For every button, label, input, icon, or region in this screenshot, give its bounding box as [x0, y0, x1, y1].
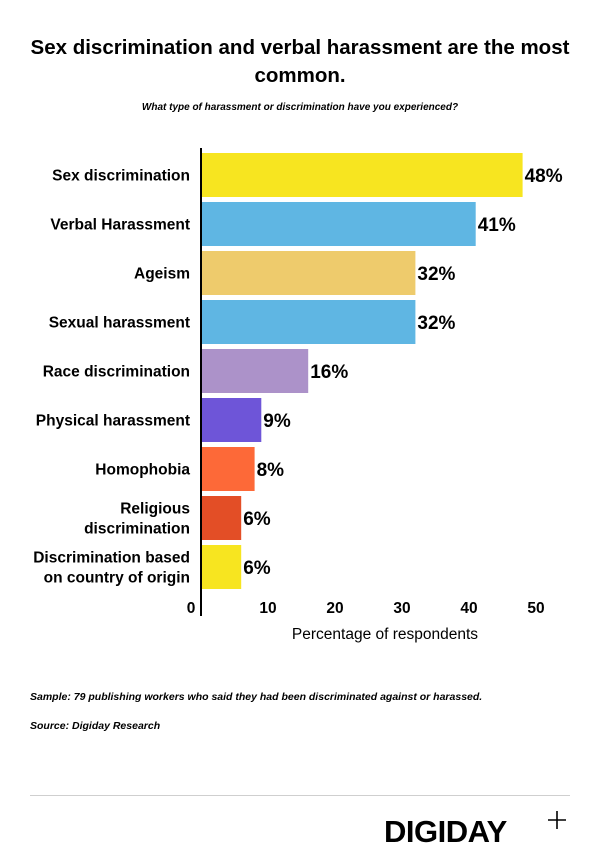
category-label: Homophobia [95, 462, 190, 479]
x-tick-label: 30 [393, 600, 410, 617]
x-tick-label: 50 [527, 600, 544, 617]
category-label: Religious discrimination [84, 501, 190, 538]
category-label: Race discrimination [43, 364, 190, 381]
data-label: 32% [417, 264, 455, 285]
logo-text: DIGIDAY [384, 814, 507, 849]
bar [201, 349, 309, 393]
bar [201, 447, 255, 491]
bar [201, 398, 262, 442]
footer-divider [30, 795, 570, 796]
bar [201, 153, 523, 197]
bar [201, 202, 476, 246]
x-tick-label: 0 [187, 600, 196, 617]
plus-icon [548, 811, 566, 829]
x-tick-label: 20 [326, 600, 343, 617]
bar-chart: 48% Sex discrimination 41% Verbal Harassmen… [33, 148, 563, 643]
category-label: Ageism [134, 266, 190, 283]
source-note: Source: Digiday Research [30, 720, 161, 732]
bar [201, 545, 242, 589]
data-label: 16% [310, 362, 348, 383]
category-label: Physical harassment [36, 413, 190, 430]
category-label: Verbal Harassment [50, 217, 190, 234]
category-label: Sexual harassment [49, 315, 190, 332]
x-tick-label: 10 [259, 600, 276, 617]
data-label: 6% [243, 558, 271, 579]
bar [201, 251, 416, 295]
bar [201, 496, 242, 540]
sample-note: Sample: 79 publishing workers who said t… [30, 691, 483, 703]
data-label: 41% [478, 215, 516, 236]
data-label: 9% [263, 411, 291, 432]
data-label: 6% [243, 509, 271, 530]
category-label: Sex discrimination [52, 168, 190, 185]
data-label: 48% [525, 166, 563, 187]
bar [201, 300, 416, 344]
chart-title: Sex discrimination and verbal harassment… [30, 36, 570, 87]
category-label: Discrimination based on country of origin [33, 550, 190, 587]
data-label: 32% [417, 313, 455, 334]
x-axis-label: Percentage of respondents [292, 626, 478, 643]
chart-subtitle: What type of harassment or discriminatio… [141, 102, 459, 113]
data-label: 8% [257, 460, 285, 481]
digiday-logo[interactable]: DIGIDAY [384, 811, 566, 854]
x-tick-label: 40 [460, 600, 477, 617]
